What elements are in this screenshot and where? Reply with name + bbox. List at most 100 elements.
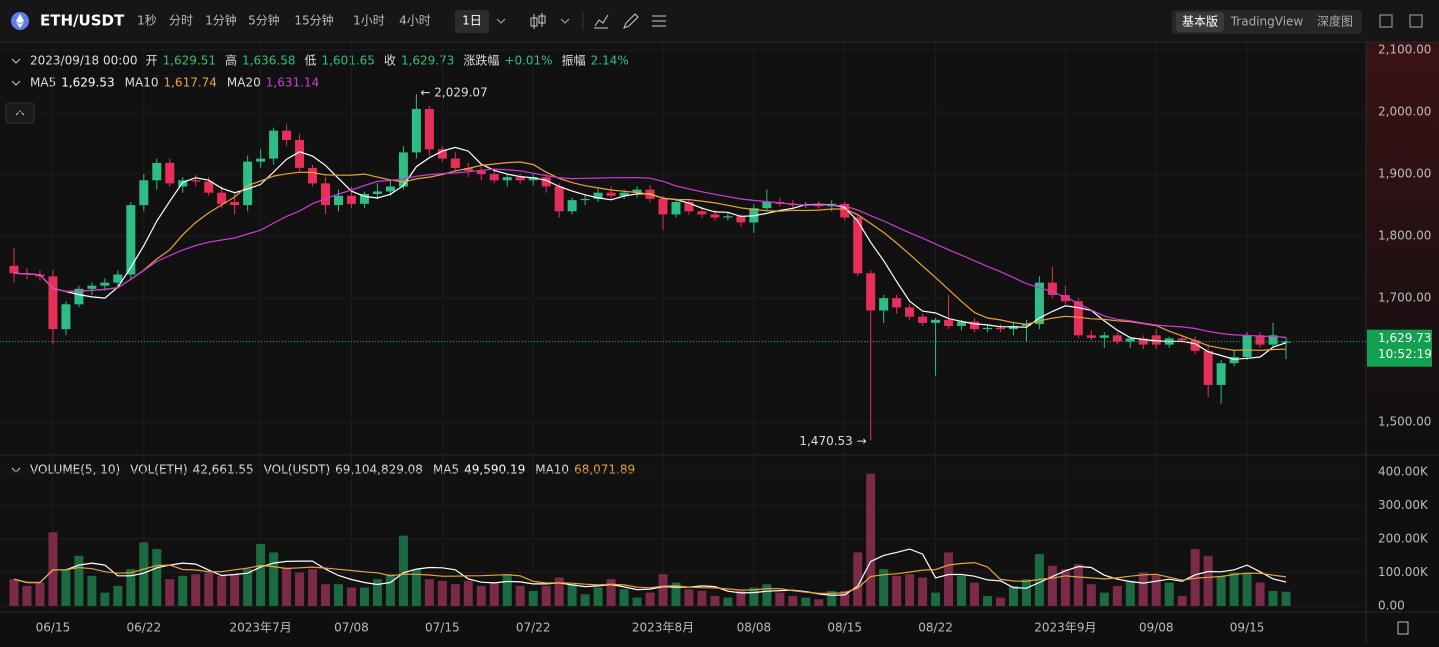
- volume-bar: [9, 579, 19, 606]
- volume-bar: [100, 592, 110, 606]
- volume-bar: [74, 555, 84, 606]
- candle-body: [385, 186, 395, 192]
- volume-bar: [593, 587, 603, 606]
- candle-body: [359, 193, 369, 204]
- volume-bar: [22, 585, 32, 606]
- interval-button[interactable]: 1秒: [137, 14, 157, 28]
- volume-bar: [762, 584, 772, 606]
- candle-body: [204, 181, 214, 193]
- x-tick-label: 09/15: [1230, 621, 1265, 635]
- volume-bar: [411, 569, 421, 606]
- candle-body: [100, 282, 110, 286]
- interval-button[interactable]: 4小时: [399, 14, 431, 28]
- candle-body: [1047, 282, 1057, 296]
- volume-bar: [944, 552, 954, 606]
- legend-text: 1,617.74: [163, 76, 216, 90]
- indicator-icon[interactable]: [594, 14, 609, 29]
- candle-body: [995, 327, 1005, 330]
- chevron[interactable]: [11, 58, 21, 64]
- interval-button[interactable]: 5分钟: [248, 13, 280, 28]
- legend-text: 2023/09/18 00:00: [30, 54, 138, 68]
- legend-text: MA5: [30, 76, 56, 90]
- candle-body: [1151, 335, 1161, 345]
- legend-text: 1,601.65: [321, 54, 374, 68]
- interval-button[interactable]: 1分钟: [205, 13, 237, 28]
- legend-text: 涨跌幅: [463, 53, 499, 68]
- candle-body: [398, 152, 408, 187]
- price-axis-bg: [1366, 42, 1439, 455]
- settings-icon[interactable]: [652, 15, 666, 27]
- active-view-bg: [1176, 12, 1224, 32]
- candle-body: [840, 203, 850, 218]
- last-price-box: [1367, 329, 1432, 367]
- candle-body: [853, 217, 863, 274]
- candle-body: [308, 167, 318, 184]
- volume-ma-line: [13, 548, 1287, 596]
- legend-text: 1,636.58: [242, 54, 295, 68]
- candle-body: [723, 216, 733, 218]
- candle-body: [256, 158, 266, 162]
- fullscreen-icon[interactable]: [1409, 14, 1423, 28]
- y-tick-label: 1,800.00: [1378, 229, 1431, 243]
- volume-bar: [359, 587, 369, 606]
- volume-bar: [567, 584, 577, 606]
- x-tick-label: 2023年8月: [632, 621, 694, 635]
- volume-bar: [970, 582, 980, 606]
- volume-bar: [775, 592, 785, 606]
- symbol[interactable]: ETH/USDT: [40, 12, 125, 30]
- volume-bar: [1177, 595, 1187, 606]
- chart-type-icon[interactable]: [530, 13, 546, 29]
- chevron[interactable]: [496, 18, 506, 24]
- legend-text: VOLUME(5, 10): [30, 463, 120, 477]
- view-button[interactable]: 深度图: [1317, 14, 1353, 29]
- legend-text: 振幅: [562, 53, 586, 68]
- volume-bar: [1021, 579, 1031, 606]
- volume-bar: [995, 597, 1005, 606]
- window-icon[interactable]: [1379, 14, 1393, 28]
- collapse-button[interactable]: [5, 102, 35, 124]
- candle-body: [1008, 326, 1018, 330]
- volume-bar: [256, 544, 266, 606]
- volume-bar: [334, 584, 343, 606]
- interval-button[interactable]: 1日: [462, 14, 482, 28]
- candle-body: [736, 216, 746, 223]
- candle-body: [593, 192, 603, 199]
- volume-bar: [1151, 574, 1161, 606]
- legend-text: VOL(ETH): [130, 463, 187, 477]
- interval-button[interactable]: 1小时: [353, 14, 385, 28]
- x-tick-label: 08/15: [827, 621, 862, 635]
- candle-body: [970, 321, 980, 330]
- interval-button[interactable]: 15分钟: [294, 13, 333, 28]
- candle-body: [606, 192, 616, 196]
- legend-text: 高: [225, 53, 237, 68]
- candle-body: [502, 177, 512, 181]
- volume-bar: [126, 569, 136, 606]
- candle-body: [632, 189, 642, 193]
- candle-body: [1242, 335, 1252, 358]
- volume-tick-label: 300.00K: [1378, 498, 1429, 512]
- x-tick-label: 08/08: [737, 621, 772, 635]
- x-tick-label: 06/15: [36, 621, 71, 635]
- volume-bar: [35, 582, 45, 606]
- y-tick-label: 1,900.00: [1378, 167, 1431, 181]
- volume-bar: [450, 584, 460, 606]
- chevron[interactable]: [560, 18, 570, 24]
- draw-icon[interactable]: [623, 13, 639, 29]
- volume-bar: [152, 549, 162, 606]
- candle-body: [346, 195, 356, 204]
- interval-button[interactable]: 分时: [169, 14, 193, 28]
- volume-tick-label: 200.00K: [1378, 532, 1429, 546]
- volume-bar: [48, 532, 58, 606]
- legend-text: 69,104,829.08: [335, 463, 423, 477]
- volume-bar: [321, 584, 331, 606]
- candle-body: [892, 298, 902, 308]
- chevron[interactable]: [11, 80, 21, 86]
- volume-bar: [957, 575, 967, 606]
- last-price-label: 1,629.73: [1378, 331, 1431, 345]
- candle-body: [1268, 335, 1278, 345]
- view-button[interactable]: TradingView: [1230, 15, 1304, 29]
- axis-settings-icon[interactable]: [1397, 621, 1409, 635]
- volume-bar: [606, 579, 616, 606]
- view-button[interactable]: 基本版: [1182, 15, 1218, 29]
- candle-body: [1203, 350, 1213, 385]
